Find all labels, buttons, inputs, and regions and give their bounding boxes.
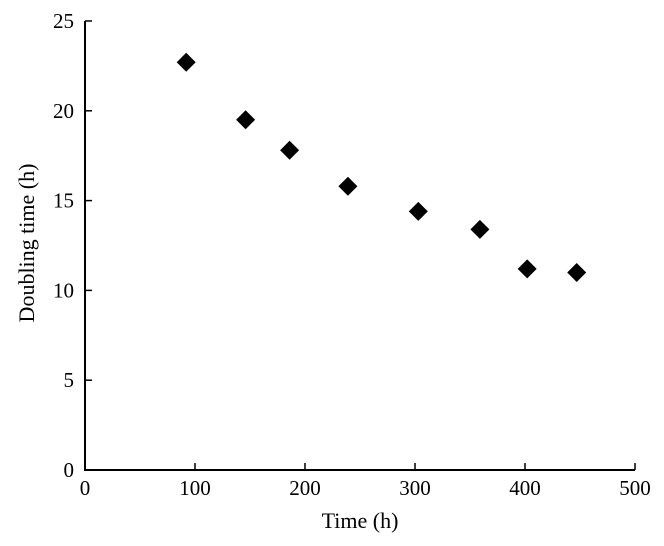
x-tick-label: 100 (179, 476, 211, 500)
data-point (280, 140, 300, 160)
y-tick-label: 20 (53, 99, 74, 123)
data-point (470, 219, 490, 239)
y-tick-label: 5 (64, 368, 75, 392)
x-tick-label: 200 (289, 476, 321, 500)
y-tick-label: 10 (53, 278, 74, 302)
data-point (176, 52, 196, 72)
y-tick-label: 25 (53, 9, 74, 33)
data-point (236, 110, 256, 130)
x-axis-title: Time (h) (321, 508, 399, 533)
x-tick-label: 400 (509, 476, 541, 500)
x-tick-label: 0 (80, 476, 91, 500)
data-point (338, 176, 358, 196)
axes-spine (84, 21, 635, 471)
data-point (517, 259, 537, 279)
data-point (408, 201, 428, 221)
data-point (567, 262, 587, 282)
y-tick-label: 15 (53, 189, 74, 213)
x-tick-label: 300 (399, 476, 431, 500)
y-tick-label: 0 (64, 458, 75, 482)
x-tick-label: 500 (619, 476, 651, 500)
y-axis-title: Doubling time (h) (14, 163, 39, 323)
